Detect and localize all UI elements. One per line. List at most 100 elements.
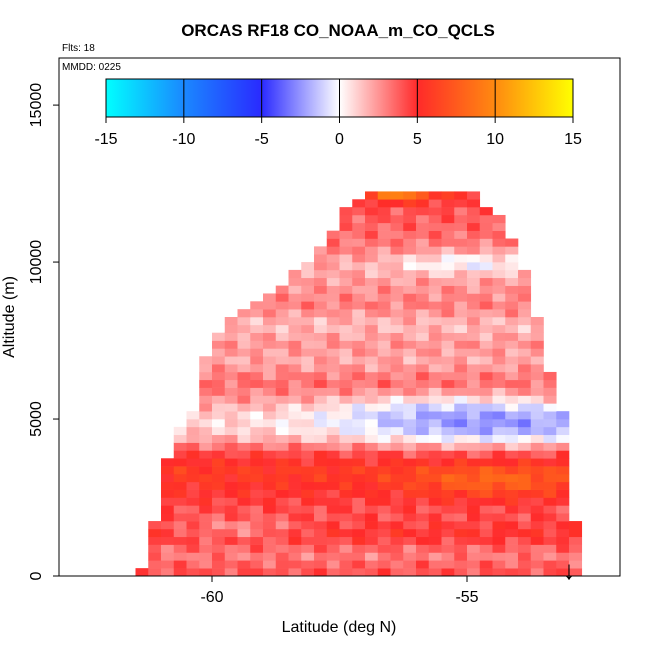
heatmap-cell (275, 466, 289, 475)
heatmap-cell (326, 230, 340, 239)
heatmap-cell (454, 238, 468, 247)
heatmap-cell (301, 317, 315, 326)
heatmap-cell (467, 521, 481, 530)
heatmap-cell (250, 348, 264, 357)
heatmap-cell (543, 497, 557, 506)
heatmap-cell (301, 309, 315, 318)
heatmap-cell (263, 317, 277, 326)
heatmap-cell (314, 387, 328, 396)
heatmap-cell (441, 403, 455, 412)
heatmap-cell (288, 379, 302, 388)
heatmap-cell (339, 513, 353, 522)
heatmap-cell (492, 552, 506, 561)
heatmap-cell (288, 317, 302, 326)
heatmap-cell (479, 544, 493, 553)
heatmap-cell (288, 340, 302, 349)
heatmap-cell (148, 528, 162, 538)
heatmap-cell (339, 434, 353, 443)
heatmap-cell (479, 481, 493, 490)
heatmap-cell (314, 262, 328, 271)
heatmap-cell (403, 285, 417, 294)
heatmap-cell (339, 364, 353, 373)
heatmap-cell (288, 560, 302, 569)
heatmap-cell (479, 387, 493, 396)
heatmap-cell (403, 489, 417, 498)
heatmap-cell (543, 528, 557, 538)
heatmap-cell (492, 301, 506, 310)
heatmap-cell (237, 309, 251, 318)
heatmap-cell (288, 521, 302, 530)
heatmap-cell (326, 481, 340, 490)
heatmap-cell (263, 426, 277, 436)
heatmap-cell (505, 528, 519, 538)
heatmap-cell (416, 403, 430, 412)
heatmap-cell (275, 403, 289, 412)
heatmap-cell (148, 552, 162, 561)
heatmap-cell (365, 505, 379, 514)
heatmap-cell (441, 309, 455, 318)
heatmap-cell (237, 528, 251, 538)
heatmap-cell (365, 277, 379, 286)
heatmap-cell (326, 536, 340, 545)
heatmap-cell (556, 442, 570, 451)
heatmap-cell (416, 348, 430, 357)
heatmap-cell (339, 246, 353, 255)
heatmap-cell (505, 536, 519, 545)
heatmap-cell (377, 544, 391, 553)
heatmap-cell (212, 395, 226, 404)
heatmap-cell (339, 371, 353, 381)
heatmap-cell (454, 246, 468, 255)
heatmap-cell (199, 458, 213, 467)
heatmap-cell (288, 395, 302, 404)
heatmap-cell (326, 544, 340, 553)
heatmap-cell (441, 379, 455, 388)
heatmap-cell (428, 513, 442, 522)
heatmap-cell (454, 473, 468, 483)
heatmap-cell (186, 505, 200, 514)
heatmap-cell (428, 356, 442, 365)
heatmap-cell (339, 450, 353, 459)
heatmap-cell (479, 301, 493, 310)
heatmap-cell (161, 560, 175, 569)
heatmap-cell (365, 254, 379, 263)
heatmap-cell (212, 332, 226, 341)
heatmap-cell (326, 489, 340, 498)
heatmap-cell (416, 536, 430, 545)
heatmap-cell (224, 332, 238, 341)
heatmap-cell (454, 379, 468, 388)
heatmap-cell (479, 222, 493, 231)
heatmap-cell (352, 301, 366, 310)
heatmap-cell (301, 371, 315, 381)
heatmap-cell (288, 489, 302, 498)
heatmap-cell (416, 473, 430, 483)
heatmap-cell (416, 309, 430, 318)
heatmap-cell (403, 458, 417, 467)
heatmap-cell (224, 364, 238, 373)
heatmap-cell (339, 497, 353, 506)
heatmap-cell (467, 191, 481, 200)
heatmap-cell (518, 356, 532, 365)
heatmap-cell (416, 293, 430, 302)
heatmap-cell (199, 356, 213, 365)
heatmap-cell (365, 293, 379, 302)
heatmap-cell (301, 466, 315, 475)
heatmap-cell (479, 489, 493, 498)
heatmap-cell (530, 505, 544, 514)
heatmap-cell (352, 207, 366, 216)
heatmap-cell (263, 552, 277, 561)
heatmap-cell (454, 332, 468, 341)
heatmap-cell (365, 552, 379, 561)
heatmap-cell (352, 214, 366, 224)
heatmap-cell (569, 560, 583, 569)
heatmap-cell (326, 332, 340, 341)
heatmap-cell (556, 426, 570, 436)
heatmap-cell (428, 222, 442, 231)
heatmap-cell (467, 450, 481, 459)
heatmap-cell (479, 419, 493, 428)
heatmap-cell (428, 238, 442, 247)
heatmap-cell (237, 371, 251, 381)
heatmap-cell (377, 371, 391, 381)
colorbar-tick-label: -5 (255, 131, 269, 148)
heatmap-cell (250, 403, 264, 412)
heatmap-cell (339, 207, 353, 216)
